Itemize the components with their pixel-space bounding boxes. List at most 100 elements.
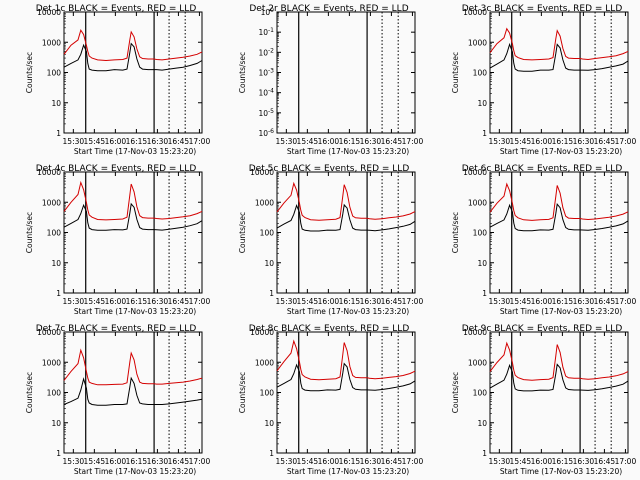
- y-tick-label: 10-5: [258, 108, 274, 118]
- chart-title: Det 1c BLACK = Events, RED = LLD: [36, 4, 197, 14]
- x-axis-label: Start Time (17-Nov-03 15:23:20): [287, 467, 409, 476]
- x-axis-label: Start Time (17-Nov-03 15:23:20): [74, 147, 196, 156]
- y-tick-label: 1: [56, 449, 61, 458]
- x-tick-label: 16:45: [594, 457, 616, 466]
- x-tick-label: 16:30: [573, 457, 595, 466]
- y-tick-label: 1: [269, 289, 274, 298]
- x-tick-label: 15:45: [297, 297, 319, 306]
- x-axis-label: Start Time (17-Nov-03 15:23:20): [287, 147, 409, 156]
- x-tick-label: 16:00: [105, 297, 127, 306]
- y-tick-label: 10: [477, 419, 487, 428]
- x-tick-label: 17:00: [615, 137, 637, 146]
- x-tick-label: 15:30: [63, 457, 85, 466]
- events-line: [276, 203, 416, 232]
- y-axis-label: Counts/sec: [451, 212, 460, 253]
- y-tick-label: 10: [477, 259, 487, 268]
- lld-line: [276, 339, 416, 381]
- plot-frame: [489, 11, 629, 134]
- y-tick-label: 1000: [42, 38, 61, 47]
- x-tick-label: 17:00: [402, 297, 424, 306]
- y-tick-label: 10: [51, 259, 61, 268]
- x-tick-label: 16:45: [168, 137, 190, 146]
- chart-panel-6: Det 6c BLACK = Events, RED = LLD 1 10 100 10…: [451, 164, 636, 316]
- y-tick-label: 1000: [42, 198, 61, 207]
- y-tick-label: 10000: [37, 328, 61, 337]
- x-tick-label: 16:45: [168, 297, 190, 306]
- x-tick-label: 16:30: [147, 297, 169, 306]
- plot-frame: [63, 331, 203, 454]
- x-tick-label: 16:15: [126, 457, 148, 466]
- y-tick-label: 100: [47, 69, 62, 78]
- y-axis-label: Counts/sec: [238, 212, 247, 253]
- y-tick-label: 1: [269, 449, 274, 458]
- x-tick-label: 15:30: [276, 297, 298, 306]
- y-tick-label: 100: [47, 229, 62, 238]
- events-line: [63, 42, 203, 72]
- events-line: [63, 376, 203, 406]
- y-tick-label: 10000: [463, 168, 487, 177]
- y-tick-label: 1: [56, 289, 61, 298]
- y-tick-label: 10: [51, 99, 61, 108]
- x-tick-label: 16:45: [594, 137, 616, 146]
- y-tick-label: 1000: [468, 358, 487, 367]
- chart-title: Det 5c BLACK = Events, RED = LLD: [249, 164, 410, 174]
- x-tick-label: 15:45: [84, 137, 106, 146]
- y-tick-label: 100: [473, 229, 488, 238]
- chart-title: Det 7c BLACK = Events, RED = LLD: [36, 324, 197, 334]
- lld-line: [276, 181, 416, 221]
- x-tick-label: 15:45: [84, 297, 106, 306]
- x-tick-label: 16:15: [552, 457, 574, 466]
- x-tick-label: 16:45: [381, 297, 403, 306]
- x-axis-label: Start Time (17-Nov-03 15:23:20): [74, 467, 196, 476]
- x-tick-label: 15:30: [489, 137, 511, 146]
- x-tick-label: 16:15: [339, 457, 361, 466]
- x-tick-label: 16:15: [126, 137, 148, 146]
- chart-panel-8: Det 8c BLACK = Events, RED = LLD 1 10 100 10…: [238, 324, 423, 476]
- x-tick-label: 17:00: [615, 457, 637, 466]
- chart-panel-9: Det 9c BLACK = Events, RED = LLD 1 10 100 10…: [451, 324, 636, 476]
- plot-frame: [276, 11, 416, 134]
- x-tick-label: 16:00: [318, 297, 340, 306]
- x-axis-label: Start Time (17-Nov-03 15:23:20): [74, 307, 196, 316]
- x-tick-label: 16:30: [147, 137, 169, 146]
- lld-line: [63, 29, 203, 62]
- events-line: [276, 362, 416, 392]
- chart-title: Det 2r BLACK = Events, RED = LLD: [249, 4, 408, 14]
- x-tick-label: 16:15: [339, 297, 361, 306]
- y-axis-label: Counts/sec: [238, 52, 247, 93]
- lld-line: [489, 182, 629, 221]
- y-tick-label: 100: [261, 7, 275, 17]
- events-line: [63, 202, 203, 231]
- chart-panel-4: Det 4c BLACK = Events, RED = LLD 1 10 100 10…: [25, 164, 210, 316]
- x-tick-label: 17:00: [402, 137, 424, 146]
- y-tick-label: 10: [264, 259, 274, 268]
- y-tick-label: 100: [473, 69, 488, 78]
- x-tick-label: 15:45: [510, 137, 532, 146]
- y-tick-label: 1: [482, 449, 487, 458]
- x-tick-label: 17:00: [189, 137, 211, 146]
- x-tick-label: 16:15: [339, 137, 361, 146]
- x-tick-label: 15:30: [489, 457, 511, 466]
- x-tick-label: 16:00: [531, 297, 553, 306]
- x-axis-label: Start Time (17-Nov-03 15:23:20): [500, 467, 622, 476]
- y-tick-label: 100: [260, 389, 275, 398]
- x-tick-label: 16:15: [552, 137, 574, 146]
- lld-line: [63, 180, 203, 221]
- y-axis-label: Counts/sec: [238, 372, 247, 413]
- x-tick-label: 15:45: [510, 297, 532, 306]
- y-tick-label: 10000: [250, 168, 274, 177]
- x-tick-label: 16:00: [105, 457, 127, 466]
- x-tick-label: 15:30: [63, 137, 85, 146]
- chart-title: Det 9c BLACK = Events, RED = LLD: [462, 324, 623, 334]
- x-tick-label: 16:45: [594, 297, 616, 306]
- y-tick-label: 1000: [255, 358, 274, 367]
- x-tick-label: 17:00: [189, 297, 211, 306]
- plot-frame: [63, 11, 203, 134]
- x-tick-label: 16:45: [381, 457, 403, 466]
- y-tick-label: 10000: [250, 328, 274, 337]
- y-tick-label: 100: [260, 229, 275, 238]
- y-axis-label: Counts/sec: [451, 52, 460, 93]
- x-tick-label: 17:00: [402, 457, 424, 466]
- x-tick-label: 16:45: [168, 457, 190, 466]
- y-tick-label: 10-4: [258, 88, 274, 98]
